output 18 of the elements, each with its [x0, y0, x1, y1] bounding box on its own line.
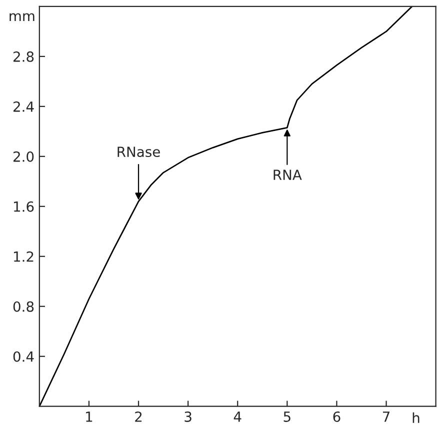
y-tick-label: 0.8 [13, 301, 34, 312]
x-tick-label: 1 [86, 412, 92, 422]
y-tick-label: 2.8 [13, 51, 34, 62]
y-tick-label: 2.4 [13, 101, 34, 112]
annotation: RNase [118, 146, 160, 158]
x-tick-label: 3 [184, 411, 192, 422]
y-tick-label: 0.4 [13, 351, 34, 362]
x-tick-label: 2 [135, 411, 142, 422]
y-tick-label: 2.0 [13, 151, 34, 162]
annotation: RNA [274, 170, 302, 180]
y-axis-title: mm [10, 13, 34, 21]
x-tick-label: 4 [234, 412, 242, 422]
x-tick-label: 5 [284, 412, 290, 422]
y-tick-label: 1.2 [14, 251, 34, 262]
x-axis-title: h [412, 412, 420, 423]
x-tick-label: 7 [382, 412, 390, 422]
x-tick-label: 6 [333, 411, 340, 422]
y-tick-label: 1.6 [14, 201, 34, 212]
